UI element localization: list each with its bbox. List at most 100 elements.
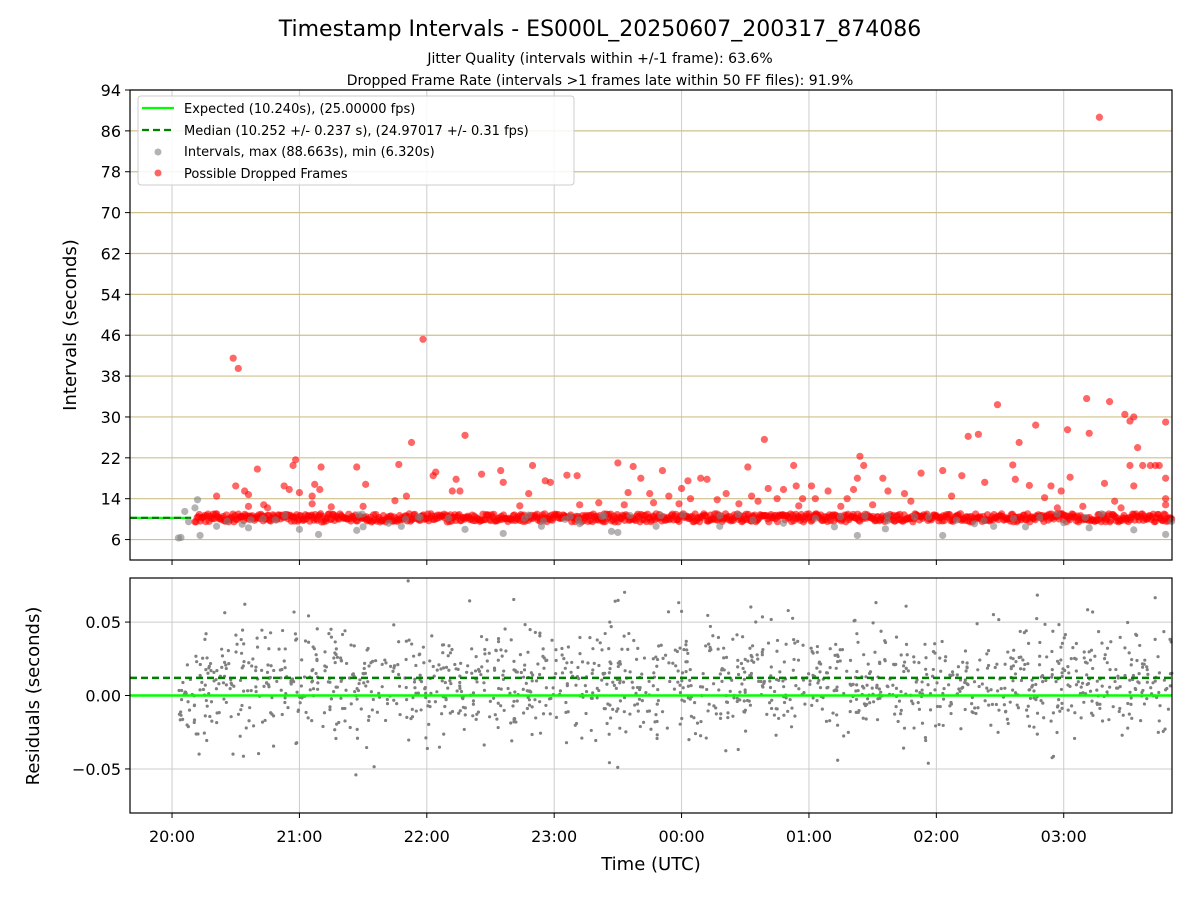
residual-point-680 (594, 739, 597, 742)
residual-point-1344 (899, 712, 902, 715)
interval-point-17 (608, 528, 615, 535)
residual-point-417 (415, 709, 418, 712)
residual-point-905 (948, 673, 951, 676)
residual-point-1373 (743, 678, 746, 681)
residual-point-925 (426, 704, 429, 707)
x-tick-label-7: 03:00 (1041, 827, 1087, 846)
residual-point-93 (578, 652, 581, 655)
residual-point-1183 (376, 711, 379, 714)
residual-point-830 (1130, 717, 1133, 720)
residual-point-994 (328, 708, 331, 711)
residual-point-403 (328, 705, 331, 708)
dropped-frame-point-36 (525, 490, 532, 497)
residual-point-655 (687, 685, 690, 688)
residual-point-995 (297, 708, 300, 711)
residual-point-1155 (316, 681, 319, 684)
interval-band-point-15 (1082, 514, 1089, 521)
residual-point-148 (782, 685, 785, 688)
residual-point-591 (917, 701, 920, 704)
dropped-frame-point-85 (948, 493, 955, 500)
residual-point-1143 (973, 680, 976, 683)
residual-point-1048 (566, 684, 569, 687)
residual-point-889 (895, 687, 898, 690)
residual-point-1159 (761, 615, 764, 618)
residual-point-444 (247, 719, 250, 722)
residual-point-765 (1126, 727, 1129, 730)
interval-band-point-18 (355, 511, 362, 518)
residual-point-999 (497, 637, 500, 640)
residual-point-722 (875, 686, 878, 689)
dropped-frame-point-13 (296, 489, 303, 496)
residual-point-808 (512, 598, 515, 601)
residual-point-483 (623, 710, 626, 713)
residual-point-1140 (371, 660, 374, 663)
residual-point-1360 (976, 668, 979, 671)
residual-point-982 (284, 647, 287, 650)
residual-point-174 (475, 680, 478, 683)
residual-point-278 (872, 621, 875, 624)
residual-point-324 (300, 684, 303, 687)
residual-point-595 (334, 640, 337, 643)
residual-point-804 (1003, 703, 1006, 706)
dropped-frame-point-64 (761, 436, 768, 443)
residual-point-1046 (678, 684, 681, 687)
x-tick-label-1: 21:00 (276, 827, 322, 846)
residual-point-229 (667, 610, 670, 613)
residual-point-881 (495, 718, 498, 721)
residual-point-643 (1018, 656, 1021, 659)
residual-point-760 (711, 634, 714, 637)
residual-point-363 (386, 698, 389, 701)
residual-point-1232 (569, 671, 572, 674)
residual-point-922 (447, 644, 450, 647)
residual-point-384 (608, 667, 611, 670)
residual-point-749 (286, 706, 289, 709)
chart-title: Timestamp Intervals - ES000L_20250607_20… (278, 17, 922, 42)
residual-point-868 (705, 688, 708, 691)
residual-point-835 (265, 681, 268, 684)
residual-point-972 (610, 625, 613, 628)
residual-point-283 (1070, 657, 1073, 660)
residual-point-1283 (867, 663, 870, 666)
interval-point-16 (538, 523, 545, 530)
interval-point-31 (385, 520, 392, 527)
residual-point-318 (1130, 663, 1133, 666)
residual-point-780 (280, 689, 283, 692)
residual-point-107 (1022, 668, 1025, 671)
residual-point-1227 (531, 705, 534, 708)
residual-point-604 (1023, 663, 1026, 666)
residual-point-21 (902, 670, 905, 673)
bottom-y-axis-title: Residuals (seconds) (23, 607, 44, 786)
residual-point-282 (201, 657, 204, 660)
residual-point-1301 (774, 734, 777, 737)
interval-point-7 (213, 523, 220, 530)
residual-point-758 (437, 663, 440, 666)
residual-point-748 (785, 643, 788, 646)
residual-point-1337 (656, 688, 659, 691)
residual-point-657 (1019, 667, 1022, 670)
residual-point-980 (792, 669, 795, 672)
residual-point-1088 (1070, 704, 1073, 707)
residual-point-1014 (565, 661, 568, 664)
residual-point-772 (812, 652, 815, 655)
residual-point-930 (1098, 707, 1101, 710)
residual-point-606 (544, 704, 547, 707)
residual-point-837 (335, 647, 338, 650)
residual-point-531 (679, 723, 682, 726)
residual-point-1361 (1136, 680, 1139, 683)
top-y-tick-label-3: 30 (101, 408, 121, 427)
dropped-frame-point-108 (1130, 413, 1137, 420)
dropped-frame-point-31 (456, 487, 463, 494)
residual-point-554 (623, 635, 626, 638)
residual-point-449 (1093, 655, 1096, 658)
residual-point-843 (682, 648, 685, 651)
residual-point-572 (524, 623, 527, 626)
residual-point-1269 (620, 648, 623, 651)
residual-point-461 (1032, 726, 1035, 729)
residual-point-1347 (792, 658, 795, 661)
residual-point-163 (323, 650, 326, 653)
residual-point-522 (341, 633, 344, 636)
residual-point-106 (533, 698, 536, 701)
bottom-y-tick-label-1: 0.00 (85, 687, 121, 706)
residual-point-537 (654, 713, 657, 716)
residual-point-413 (1113, 680, 1116, 683)
